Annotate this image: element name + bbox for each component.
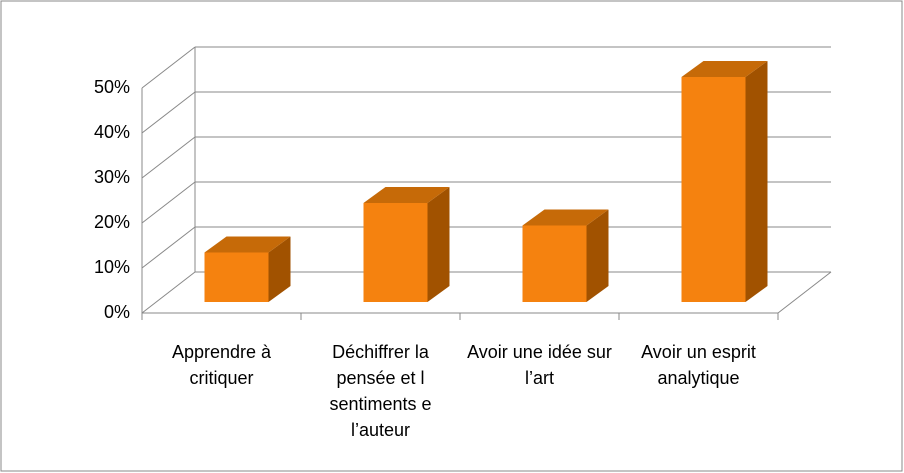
bar-top [204,236,291,253]
grid-line-side [141,91,196,134]
bar [363,203,428,302]
bar-side [745,61,768,302]
grid-line-side [141,226,196,269]
bar [681,77,746,302]
x-tick-label: Avoir un esprit analytique [641,342,756,388]
bar-top [522,209,609,226]
y-tick-label: 40% [94,122,130,142]
x-tick-label: Avoir une idée sur l’art [467,342,612,388]
bar-top [363,187,450,203]
grid-line-side [141,181,196,224]
grid-line-side [141,46,196,89]
y-tick-label: 20% [94,212,130,232]
grid-line-side [141,271,196,314]
y-tick-label: 30% [94,167,130,187]
x-tick-label: Déchiffrer la pensée et l sentiments e l… [329,342,432,440]
bar-side [586,209,609,302]
bar [522,225,587,302]
grid-line-side [141,136,196,179]
bar [204,252,269,302]
x-tick-label: Apprendre à critiquer [171,342,272,388]
bar-side [427,187,450,302]
y-tick-label: 10% [94,257,130,277]
bar-top [681,61,768,77]
y-tick-label: 0% [104,302,130,322]
floor-edge [777,271,832,314]
bar-side [268,236,291,302]
y-tick-label: 50% [94,77,130,97]
